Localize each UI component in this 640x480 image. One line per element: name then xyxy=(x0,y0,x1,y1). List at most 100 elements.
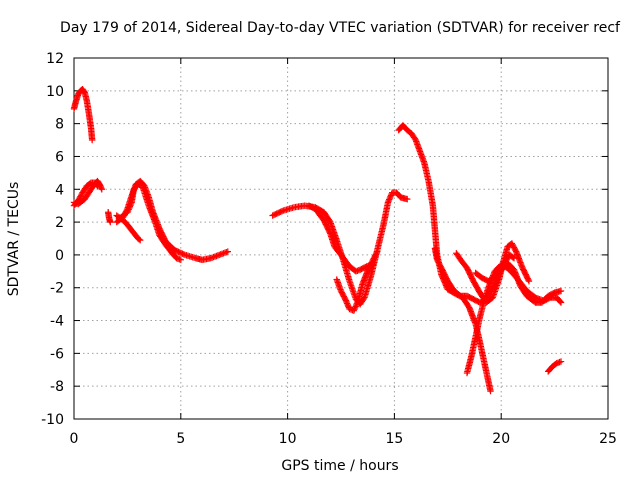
data-point xyxy=(512,247,519,254)
data-point xyxy=(341,294,348,302)
data-point xyxy=(387,193,394,200)
data-point xyxy=(371,252,379,259)
data-point xyxy=(125,206,132,213)
data-point xyxy=(107,218,114,226)
data-point xyxy=(510,244,518,251)
data-point xyxy=(511,245,518,253)
y-tick-label: -2 xyxy=(50,281,64,297)
y-tick-label: 4 xyxy=(55,182,64,198)
data-point xyxy=(339,291,347,299)
y-tick-label: 2 xyxy=(55,215,64,231)
data-point xyxy=(434,257,442,265)
data-point xyxy=(366,262,374,269)
data-point xyxy=(278,208,286,215)
data-point xyxy=(525,276,532,284)
series-arc-11 xyxy=(395,122,494,395)
data-points xyxy=(70,85,565,395)
data-point xyxy=(368,259,375,266)
data-point xyxy=(386,194,394,202)
chart-title: Day 179 of 2014, Sidereal Day-to-day VTE… xyxy=(60,20,621,36)
data-point xyxy=(177,256,184,264)
data-point xyxy=(345,303,352,310)
data-point xyxy=(88,136,96,144)
data-point xyxy=(135,236,143,243)
series-arc-7 xyxy=(115,181,184,264)
data-point xyxy=(436,262,444,269)
y-tick-label: 12 xyxy=(46,51,64,67)
data-point xyxy=(342,296,349,303)
data-point xyxy=(371,253,378,261)
data-point xyxy=(353,300,361,307)
data-point xyxy=(77,193,84,200)
data-point xyxy=(525,277,533,285)
data-point xyxy=(366,263,373,270)
series-arc-3 xyxy=(70,177,105,208)
data-point xyxy=(557,287,565,295)
data-point xyxy=(436,260,443,268)
y-axis: 12 10 8 6 4 2 0 -2 -4 -6 -8 -10 xyxy=(41,51,608,428)
data-point xyxy=(352,303,359,310)
data-point xyxy=(98,186,105,193)
data-point xyxy=(351,306,358,313)
y-tick-label: 10 xyxy=(46,84,64,100)
data-point xyxy=(343,300,351,307)
data-point xyxy=(326,217,333,225)
plot-frame xyxy=(73,57,609,420)
data-point xyxy=(338,289,345,296)
data-point xyxy=(127,202,134,209)
data-point xyxy=(508,240,516,247)
data-point xyxy=(386,196,393,203)
series-arc-15 xyxy=(472,259,565,306)
data-point xyxy=(365,264,372,272)
x-tick-label: 0 xyxy=(70,431,79,447)
data-point xyxy=(353,301,360,309)
data-point xyxy=(350,307,358,314)
data-point xyxy=(510,242,517,250)
data-point xyxy=(369,256,377,264)
data-point xyxy=(557,358,565,365)
data-point xyxy=(342,297,350,304)
y-tick-label: -10 xyxy=(41,412,64,428)
data-point xyxy=(180,251,187,258)
x-tick-label: 25 xyxy=(599,431,617,447)
data-point xyxy=(340,293,348,300)
data-point xyxy=(77,192,85,199)
y-tick-label: -4 xyxy=(50,314,64,330)
data-point xyxy=(339,290,346,297)
data-point xyxy=(344,301,351,309)
x-tick-label: 20 xyxy=(492,431,510,447)
data-point xyxy=(124,209,131,216)
y-tick-label: 8 xyxy=(55,117,64,133)
x-axis-label: GPS time / hours xyxy=(281,458,398,474)
data-point xyxy=(337,287,345,295)
data-point xyxy=(556,298,564,305)
data-point xyxy=(557,299,565,306)
data-point xyxy=(127,200,135,208)
data-point xyxy=(137,236,144,244)
data-point xyxy=(384,199,392,206)
x-axis: 0 5 10 15 20 25 xyxy=(70,58,617,447)
data-point xyxy=(487,387,494,395)
data-point xyxy=(126,203,134,210)
y-tick-label: -6 xyxy=(50,346,64,362)
data-point xyxy=(509,254,517,261)
series-arc-4 xyxy=(104,209,114,226)
series-arc-1 xyxy=(70,85,96,144)
data-point xyxy=(404,195,411,203)
data-point xyxy=(224,248,231,255)
data-point xyxy=(374,248,381,255)
data-point xyxy=(367,260,375,268)
data-point xyxy=(433,256,441,264)
x-tick-label: 10 xyxy=(279,431,297,447)
data-point xyxy=(372,251,380,258)
series-arc-16 xyxy=(544,358,565,375)
data-point xyxy=(326,229,333,236)
data-point xyxy=(351,304,359,312)
y-axis-label: SDTVAR / TECUs xyxy=(6,182,22,297)
data-point xyxy=(411,135,419,142)
data-point xyxy=(385,197,392,205)
x-tick-label: 5 xyxy=(176,431,185,447)
data-point xyxy=(370,255,377,262)
